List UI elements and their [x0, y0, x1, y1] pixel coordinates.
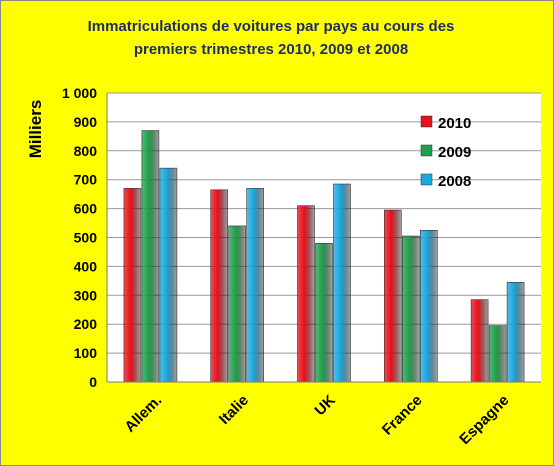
y-tick-label: 600 [74, 201, 98, 217]
category-label: Italie [216, 392, 252, 428]
bar-2010-Italie [210, 189, 228, 383]
chart-title-line-1: Immatriculations de voitures par pays au… [88, 18, 455, 35]
bars [123, 130, 525, 383]
bar-2009-Italie [228, 225, 246, 383]
legend-swatch-2010 [420, 115, 433, 128]
y-tick-label: 800 [74, 143, 98, 159]
y-tick-label: 700 [74, 172, 98, 188]
y-axis-label: Milliers [26, 100, 45, 159]
bar-2010-France [383, 209, 402, 383]
bar-2010-UK [297, 205, 315, 383]
y-tick-label: 0 [89, 374, 97, 390]
y-tick-labels: 0 100 200 300 400 500 600 700 800 900 1 000 [62, 85, 97, 390]
bar-2009-Allem. [141, 130, 160, 383]
legend-swatch-2009 [420, 144, 433, 157]
bar-2008-Allem. [159, 167, 178, 383]
category-label: France [379, 392, 426, 439]
legend-label-2009: 2009 [438, 144, 471, 161]
bar-2010-Espagne [470, 299, 489, 383]
bar-2010-Allem. [123, 188, 142, 383]
category-label: Espagne [456, 392, 512, 448]
legend-label-2008: 2008 [438, 173, 471, 190]
bar-2008-UK [333, 183, 351, 383]
bar-2009-Espagne [488, 325, 507, 383]
category-label: Allem. [121, 392, 165, 436]
legend-swatch-2008 [420, 173, 433, 186]
y-tick-label: 500 [74, 230, 98, 246]
category-labels: Allem. Italie UK France Espagne [121, 392, 512, 448]
legend-label-2010: 2010 [438, 115, 471, 132]
bar-2008-Italie [246, 188, 264, 383]
legend: 2010 2009 2008 [420, 115, 471, 190]
bar-2009-UK [315, 242, 333, 383]
y-tick-label: 200 [74, 316, 98, 332]
y-tick-label: 900 [74, 114, 98, 130]
bar-2009-France [401, 235, 420, 383]
y-tick-label: 300 [74, 287, 98, 303]
y-tick-label: 1 000 [62, 85, 97, 101]
bar-2008-France [419, 229, 438, 383]
bar-2008-Espagne [506, 281, 525, 383]
chart-title-line-2: premiers trimestres 2010, 2009 et 2008 [134, 41, 408, 58]
y-tick-label: 100 [74, 345, 98, 361]
y-tick-label: 400 [74, 258, 98, 274]
category-label: UK [311, 392, 338, 419]
